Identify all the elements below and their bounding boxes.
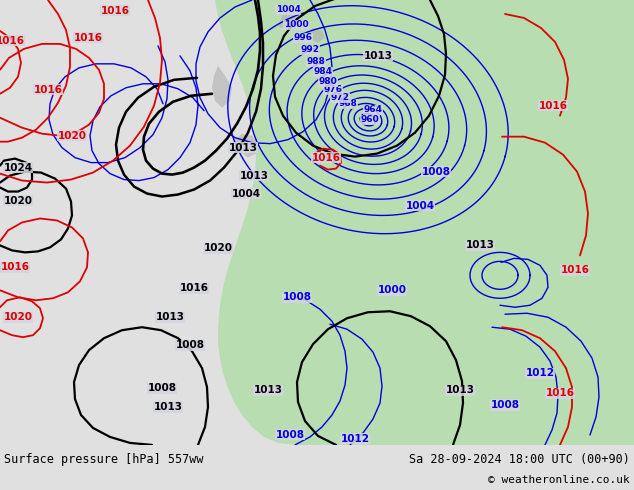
Text: 1013: 1013: [155, 312, 184, 322]
Text: 1013: 1013: [254, 385, 283, 395]
Text: Surface pressure [hPa] 557ww: Surface pressure [hPa] 557ww: [4, 453, 204, 466]
Text: 1013: 1013: [465, 241, 495, 250]
Polygon shape: [278, 14, 298, 31]
Polygon shape: [308, 28, 325, 43]
Text: 1013: 1013: [446, 385, 474, 395]
Text: 1016: 1016: [1, 262, 30, 272]
Text: 996: 996: [294, 33, 313, 43]
Text: 1000: 1000: [283, 21, 308, 29]
Text: 1016: 1016: [545, 388, 574, 398]
Text: © weatheronline.co.uk: © weatheronline.co.uk: [488, 475, 630, 485]
Text: 1020: 1020: [4, 312, 32, 322]
Text: 984: 984: [313, 67, 332, 76]
Text: 1012: 1012: [340, 434, 370, 444]
Text: 1008: 1008: [276, 430, 304, 440]
Text: 1016: 1016: [311, 152, 340, 163]
Text: Sa 28-09-2024 18:00 UTC (00+90): Sa 28-09-2024 18:00 UTC (00+90): [409, 453, 630, 466]
Text: 1016: 1016: [101, 6, 129, 16]
Text: 1000: 1000: [377, 285, 406, 295]
Text: 1008: 1008: [176, 340, 205, 350]
Polygon shape: [234, 134, 258, 158]
Text: 1016: 1016: [538, 101, 567, 111]
Text: 964: 964: [363, 105, 382, 114]
Text: 1013: 1013: [363, 51, 392, 61]
Polygon shape: [212, 66, 232, 108]
Text: 1008: 1008: [148, 383, 176, 393]
Text: 1016: 1016: [179, 283, 209, 294]
Text: 1020: 1020: [58, 131, 86, 141]
Text: 1016: 1016: [34, 85, 63, 95]
Text: 968: 968: [339, 99, 358, 108]
Text: 1012: 1012: [526, 368, 555, 378]
Text: 1016: 1016: [74, 33, 103, 43]
Text: 988: 988: [307, 57, 325, 66]
Text: 992: 992: [301, 46, 320, 54]
Text: 1004: 1004: [231, 189, 261, 198]
Text: 1020: 1020: [4, 196, 32, 205]
Text: 1013: 1013: [153, 402, 183, 412]
Text: 1004: 1004: [276, 5, 301, 15]
Text: 1008: 1008: [491, 400, 519, 410]
Text: 960: 960: [361, 115, 379, 124]
Polygon shape: [215, 0, 634, 445]
Text: 1020: 1020: [204, 244, 233, 253]
Text: 1016: 1016: [0, 36, 25, 46]
Text: 976: 976: [323, 85, 342, 94]
Text: 1004: 1004: [405, 200, 434, 211]
Text: 980: 980: [319, 77, 337, 86]
Text: 1024: 1024: [3, 163, 32, 172]
Text: 1013: 1013: [228, 143, 257, 153]
Text: 1016: 1016: [560, 266, 590, 275]
Text: 1013: 1013: [240, 171, 269, 181]
Text: 972: 972: [330, 93, 349, 102]
Text: 1008: 1008: [283, 292, 311, 302]
Text: 1008: 1008: [422, 167, 451, 176]
